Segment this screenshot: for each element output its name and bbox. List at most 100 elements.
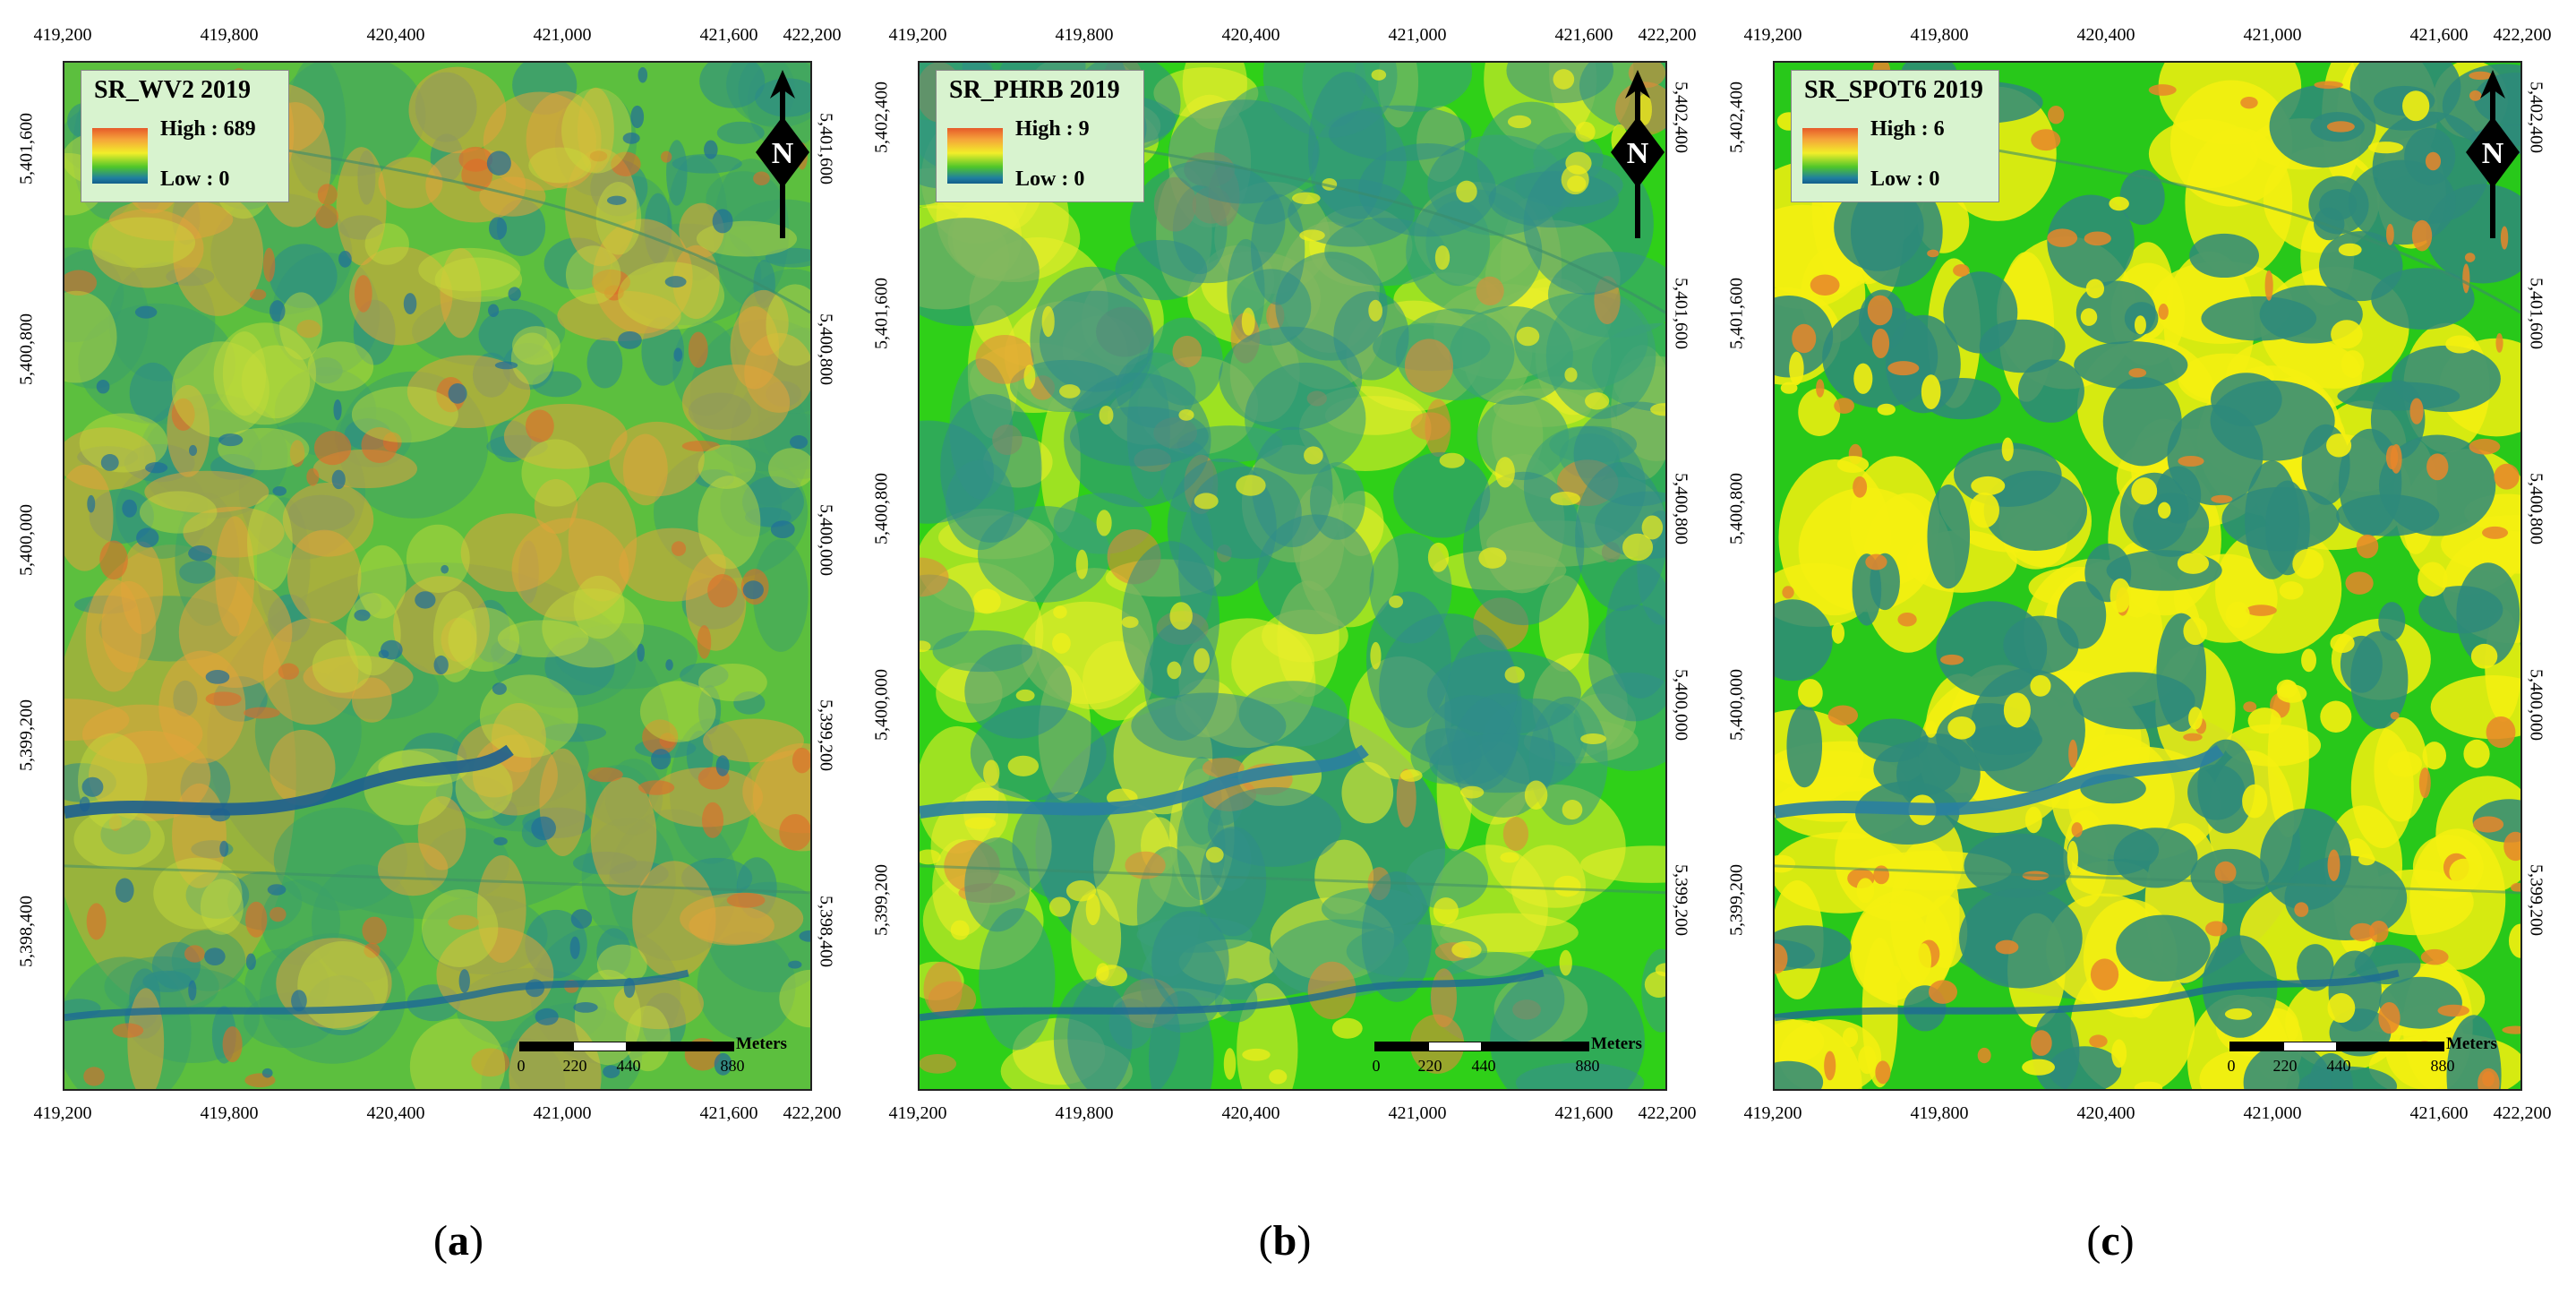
caption-letter: c <box>2101 1217 2120 1265</box>
y-tick-left-2: 5,400,800 <box>1726 473 1747 545</box>
y-tick-left-0: 5,401,600 <box>16 112 37 184</box>
caption-open: ( <box>2086 1217 2101 1265</box>
y-tick-left-3: 5,400,000 <box>1726 668 1747 741</box>
x-tick-top-5: 422,200 <box>1638 25 1697 45</box>
scale-segment <box>2337 1042 2444 1051</box>
x-tick-top-5: 422,200 <box>2493 25 2552 45</box>
y-tick-right-4: 5,399,200 <box>2526 864 2546 937</box>
x-tick-top-4: 421,600 <box>699 25 758 45</box>
panel-caption: (c) <box>2086 1216 2134 1265</box>
legend-title: SR_SPOT6 2019 <box>1804 76 1983 104</box>
scale-label-1: 220 <box>2272 1057 2298 1075</box>
scale-segment <box>1428 1042 1482 1051</box>
x-tick-bottom-2: 420,400 <box>366 1103 425 1123</box>
y-tick-right-3: 5,400,000 <box>1671 668 1691 741</box>
x-tick-top-3: 421,000 <box>533 25 592 45</box>
legend: SR_WV2 2019 High : 689 Low : 0 <box>81 70 289 202</box>
x-tick-top-0: 419,200 <box>888 25 947 45</box>
caption-letter: a <box>448 1217 469 1265</box>
scale-unit: Meters <box>736 1034 787 1053</box>
map-raster-a: SR_WV2 2019 High : 689 Low : 0 N Meters 0 220 4… <box>63 61 812 1091</box>
y-tick-left-2: 5,400,000 <box>16 503 37 576</box>
scale-label-0: 0 <box>517 1057 526 1075</box>
y-tick-right-1: 5,401,600 <box>1671 277 1691 349</box>
panel-caption: (a) <box>433 1216 484 1265</box>
legend-low-label: Low : 0 <box>160 167 230 191</box>
legend-low-label: Low : 0 <box>1015 167 1085 191</box>
caption-close: ) <box>1297 1217 1312 1265</box>
x-tick-bottom-0: 419,200 <box>33 1103 92 1123</box>
scale-segment <box>519 1042 573 1051</box>
y-tick-left-0: 5,402,400 <box>871 81 892 154</box>
map-panel-a: 419,200 419,200 419,800 419,800 420,400 420,4… <box>0 0 851 1295</box>
scale-bar: Meters 0 220 440 880 <box>2227 1034 2516 1086</box>
x-tick-top-3: 421,000 <box>1388 25 1447 45</box>
caption-open: ( <box>433 1217 448 1265</box>
legend: SR_SPOT6 2019 High : 6 Low : 0 <box>1791 70 1999 202</box>
north-label: N <box>2482 137 2504 170</box>
scale-segment <box>2229 1042 2283 1051</box>
x-tick-bottom-3: 421,000 <box>2243 1103 2302 1123</box>
x-tick-bottom-0: 419,200 <box>888 1103 947 1123</box>
y-tick-right-3: 5,400,000 <box>2526 668 2546 741</box>
x-tick-top-1: 419,800 <box>1055 25 1114 45</box>
north-arrow-icon: N <box>1611 70 1665 238</box>
scale-label-2: 440 <box>2326 1057 2351 1075</box>
scale-unit: Meters <box>2446 1034 2497 1053</box>
scale-segment <box>573 1042 627 1051</box>
legend-high-label: High : 9 <box>1015 117 1090 141</box>
y-tick-right-4: 5,398,400 <box>816 895 836 967</box>
scale-label-2: 440 <box>616 1057 641 1075</box>
y-tick-left-0: 5,402,400 <box>1726 81 1747 154</box>
raster-image <box>920 63 1665 1089</box>
x-tick-bottom-4: 421,600 <box>699 1103 758 1123</box>
scale-segment <box>1482 1042 1589 1051</box>
x-tick-bottom-2: 420,400 <box>2076 1103 2135 1123</box>
y-tick-right-0: 5,402,400 <box>1671 81 1691 154</box>
scale-label-3: 880 <box>720 1057 745 1075</box>
y-tick-left-4: 5,399,200 <box>871 864 892 937</box>
x-tick-bottom-1: 419,800 <box>1055 1103 1114 1123</box>
scale-label-2: 440 <box>1471 1057 1496 1075</box>
x-tick-bottom-0: 419,200 <box>1743 1103 1802 1123</box>
scale-label-0: 0 <box>1372 1057 1381 1075</box>
legend-low-label: Low : 0 <box>1870 167 1940 191</box>
x-tick-top-0: 419,200 <box>33 25 92 45</box>
caption-close: ) <box>469 1217 484 1265</box>
scale-label-3: 880 <box>1575 1057 1600 1075</box>
y-tick-right-0: 5,401,600 <box>816 112 836 184</box>
x-tick-bottom-3: 421,000 <box>1388 1103 1447 1123</box>
x-tick-bottom-5: 422,200 <box>783 1103 842 1123</box>
legend-title: SR_WV2 2019 <box>94 76 252 104</box>
scale-unit: Meters <box>1591 1034 1642 1053</box>
x-tick-bottom-1: 419,800 <box>1910 1103 1969 1123</box>
y-tick-left-4: 5,399,200 <box>1726 864 1747 937</box>
x-tick-top-1: 419,800 <box>200 25 259 45</box>
x-tick-bottom-5: 422,200 <box>2493 1103 2552 1123</box>
north-label: N <box>772 137 794 170</box>
legend-title: SR_PHRB 2019 <box>949 76 1120 104</box>
scale-segment <box>2283 1042 2337 1051</box>
raster-image <box>1775 63 2520 1089</box>
x-tick-top-2: 420,400 <box>366 25 425 45</box>
y-tick-right-0: 5,402,400 <box>2526 81 2546 154</box>
scale-label-0: 0 <box>2227 1057 2236 1075</box>
map-raster-c: SR_SPOT6 2019 High : 6 Low : 0 N Meters 0 220 4… <box>1773 61 2522 1091</box>
panel-caption: (b) <box>1259 1216 1312 1265</box>
x-tick-bottom-3: 421,000 <box>533 1103 592 1123</box>
y-tick-left-1: 5,401,600 <box>1726 277 1747 349</box>
map-panel-b: 419,200 419,200 419,800 419,800 420,400 420,4… <box>855 0 1706 1295</box>
caption-close: ) <box>2119 1217 2135 1265</box>
scale-segment <box>1374 1042 1428 1051</box>
north-label: N <box>1627 137 1649 170</box>
x-tick-bottom-5: 422,200 <box>1638 1103 1697 1123</box>
y-tick-right-4: 5,399,200 <box>1671 864 1691 937</box>
legend-high-label: High : 689 <box>160 117 256 141</box>
legend-high-label: High : 6 <box>1870 117 1945 141</box>
scale-bar: Meters 0 220 440 880 <box>517 1034 806 1086</box>
map-raster-b: SR_PHRB 2019 High : 9 Low : 0 N Meters 0 220 44… <box>918 61 1667 1091</box>
color-ramp <box>947 128 1003 184</box>
x-tick-top-4: 421,600 <box>1554 25 1613 45</box>
legend: SR_PHRB 2019 High : 9 Low : 0 <box>936 70 1144 202</box>
scale-label-1: 220 <box>1417 1057 1442 1075</box>
